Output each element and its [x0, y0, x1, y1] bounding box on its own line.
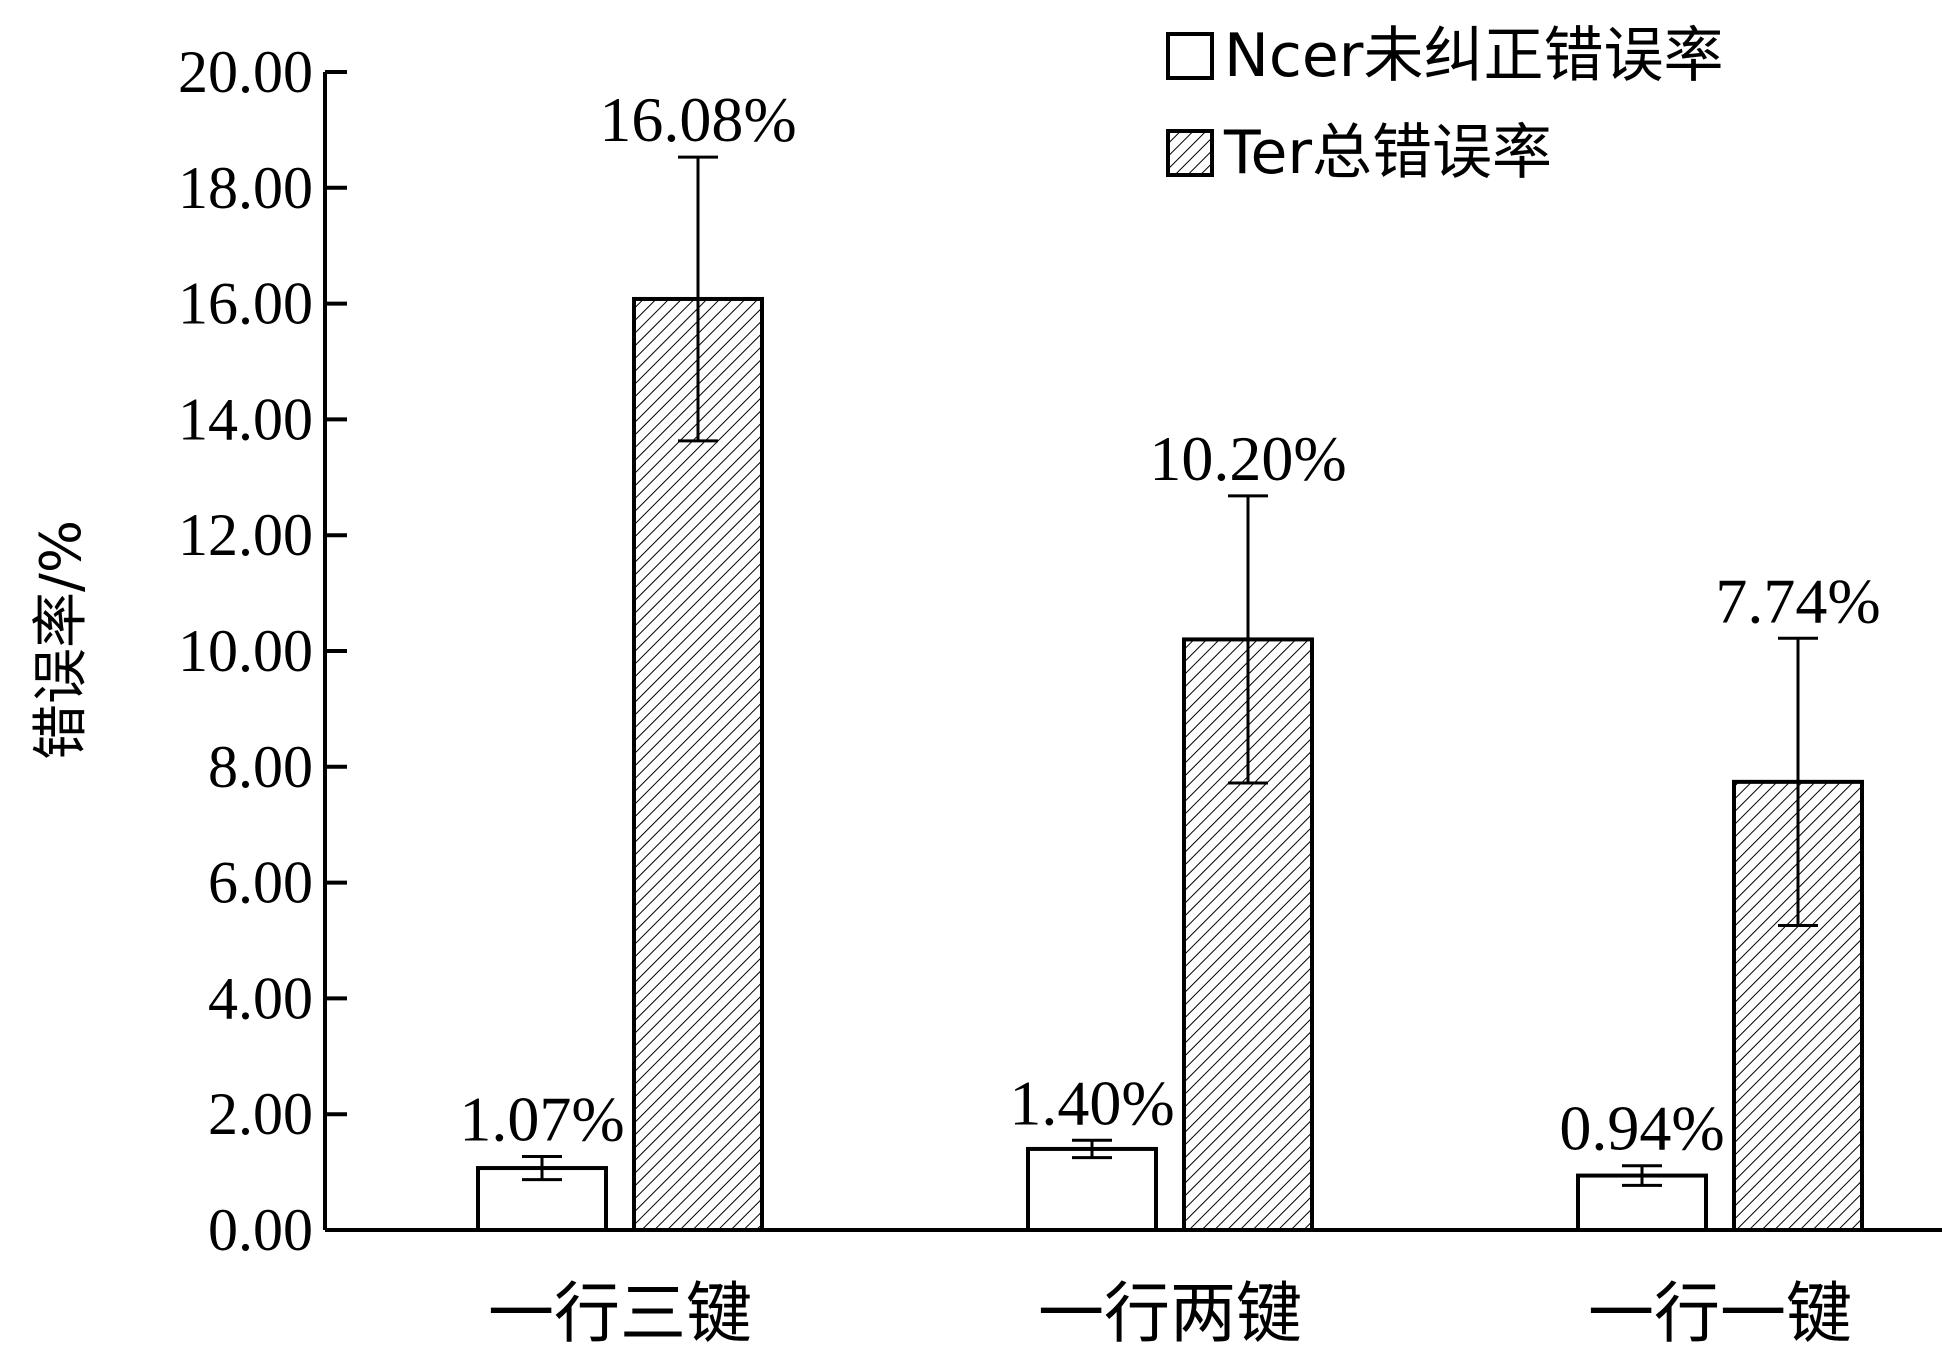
legend-swatch — [1166, 129, 1214, 177]
y-tick-label: 2.00 — [208, 1081, 313, 1147]
y-tick-label: 20.00 — [178, 39, 313, 105]
bar-ncer — [476, 1166, 608, 1232]
bar-ter — [632, 296, 764, 1232]
data-label: 10.20% — [1149, 423, 1346, 494]
y-tick-label: 6.00 — [208, 850, 313, 916]
y-tick-label: 0.00 — [208, 1197, 313, 1263]
legend-label: Ncer未纠正错误率 — [1224, 21, 1723, 91]
data-label: 1.40% — [1009, 1067, 1174, 1138]
y-tick-label: 8.00 — [208, 734, 313, 800]
y-tick-label: 14.00 — [178, 386, 313, 452]
data-label: 0.94% — [1559, 1093, 1724, 1164]
y-tick-label: 16.00 — [178, 271, 313, 337]
legend-label: Ter总错误率 — [1223, 118, 1552, 188]
y-tick-label: 4.00 — [208, 965, 313, 1031]
legend-swatch — [1166, 32, 1214, 80]
bar-ncer — [1026, 1146, 1158, 1232]
x-category-label: 一行一键 — [1588, 1275, 1852, 1352]
data-label: 16.08% — [599, 84, 796, 155]
x-category-label: 一行两键 — [1038, 1275, 1302, 1352]
data-label: 1.07% — [459, 1083, 624, 1154]
y-tick-label: 18.00 — [178, 155, 313, 221]
y-tick-label: 12.00 — [178, 502, 313, 568]
y-axis-title: 错误率/% — [29, 520, 94, 760]
y-tick-label: 10.00 — [178, 618, 313, 684]
data-label: 7.74% — [1715, 565, 1880, 636]
x-category-label: 一行三键 — [488, 1275, 752, 1352]
